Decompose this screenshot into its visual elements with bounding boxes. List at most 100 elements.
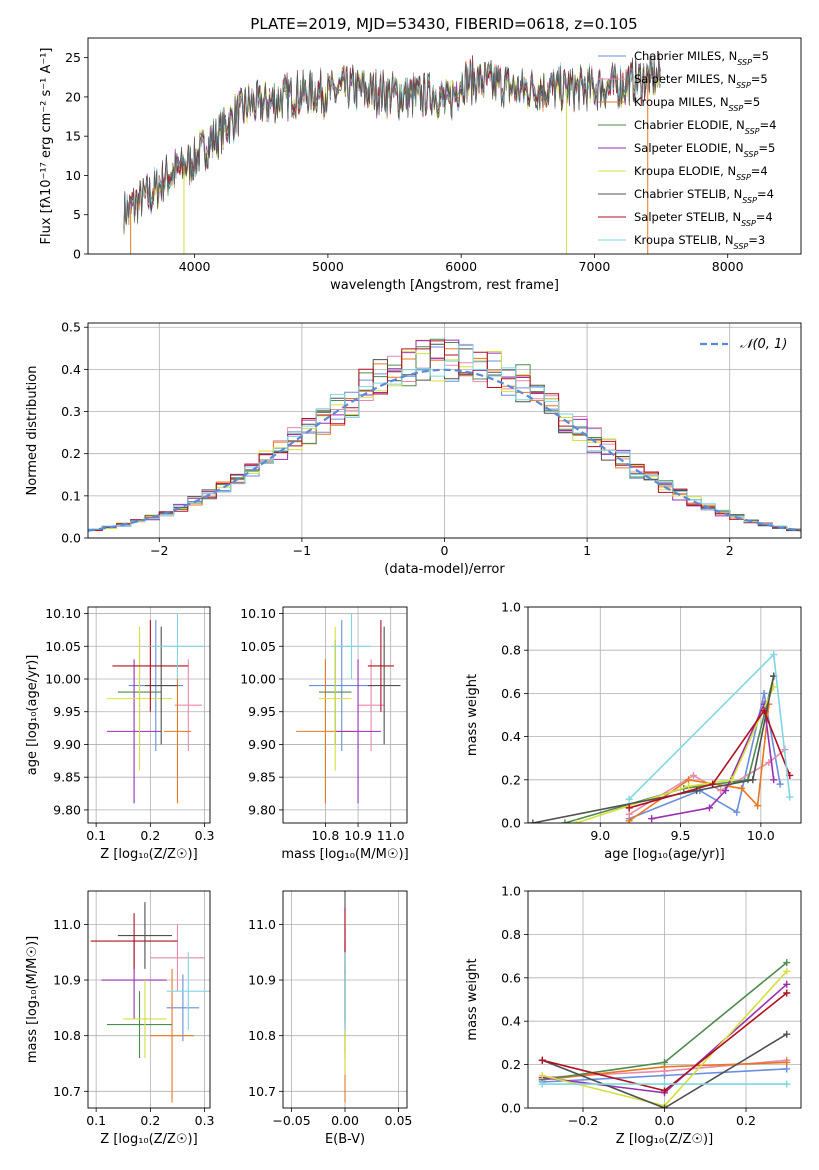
y-tick-label: 9.85 [53, 770, 81, 785]
x-axis-label: Z [log₁₀(Z/Z☉)] [616, 1132, 713, 1147]
x-tick-label: 0.2 [736, 1113, 756, 1128]
series-point [722, 787, 730, 795]
series-point [783, 989, 791, 997]
axes-weight_vs_Z: −0.2 0.0 0.2 0.0 0.2 0.4 0.6 0.8 1.0 Z [log₁₀(Z/Z… [465, 884, 802, 1147]
x-tick-label: 2 [726, 543, 734, 558]
x-axis-label: wavelength [Angstrom, rest frame] [330, 278, 559, 293]
series-point [625, 804, 633, 812]
axes-frame [87, 322, 802, 539]
x-tick-label: 9.5 [671, 828, 691, 843]
y-tick-label: 0.2 [501, 1057, 521, 1072]
y-tick-label: 5 [73, 207, 81, 222]
axes-frame [87, 606, 211, 824]
y-axis-label: Normed distribution [25, 366, 40, 496]
y-tick-label: 0.8 [501, 927, 521, 942]
x-tick-label: −0.05 [272, 1113, 310, 1128]
y-tick-label: 10.00 [45, 672, 81, 687]
series-point [770, 776, 778, 784]
x-tick-label: 11.0 [377, 828, 405, 843]
series-point [783, 1065, 791, 1073]
x-tick-label: 10.9 [344, 828, 372, 843]
plot-area [88, 338, 801, 533]
axes-mass_vs_Z: 0.1 0.2 0.3 10.7 10.8 10.9 11.0 Z [log₁₀(Z/Z☉)]… [25, 890, 215, 1147]
x-axis-label: Z [log₁₀(Z/Z☉)] [100, 847, 197, 862]
y-tick-label: 10.7 [248, 1084, 276, 1099]
axes-frame [527, 606, 802, 824]
series-point [760, 707, 768, 715]
x-axis-label: age [log₁₀(age/yr)] [604, 847, 725, 862]
legend-label: Chabrier STELIB, NSSP=4 [634, 187, 774, 205]
y-tick-label: 9.85 [248, 770, 276, 785]
y-tick-label: 10.8 [248, 1028, 276, 1043]
legend-label: 𝒩(0, 1) [740, 337, 787, 352]
series-point [783, 967, 791, 975]
series-point [661, 1080, 668, 1088]
series-point [783, 1058, 791, 1066]
plot-area [529, 651, 794, 823]
y-tick-label: 10.7 [53, 1084, 81, 1099]
y-tick-label: 0.1 [61, 488, 81, 503]
y-tick-label: 10.10 [240, 606, 276, 621]
x-tick-label: 0.1 [86, 828, 106, 843]
y-tick-label: 11.0 [53, 917, 81, 932]
y-tick-label: 0.6 [501, 686, 521, 701]
series-line [532, 675, 775, 823]
axes-weight_vs_age: 9.0 9.5 10.0 0.0 0.2 0.4 0.6 0.8 1.0 age [log₁₀(a… [465, 600, 802, 862]
plot-area [90, 902, 210, 1103]
y-tick-label: 10 [65, 168, 81, 183]
series-point [529, 819, 537, 823]
legend-label: Kroupa MILES, NSSP=5 [634, 95, 760, 113]
y-tick-label: 11.0 [248, 917, 276, 932]
y-tick-label: 10.10 [45, 606, 81, 621]
series-point [754, 802, 762, 810]
y-tick-label: 15 [65, 129, 81, 144]
x-tick-label: 9.0 [590, 828, 610, 843]
y-tick-label: 0.2 [501, 772, 521, 787]
y-tick-label: 10.8 [53, 1028, 81, 1043]
series-point [749, 776, 757, 784]
y-tick-label: 10.05 [240, 639, 276, 654]
series-point [661, 1104, 668, 1108]
series-line [628, 709, 791, 809]
y-axis-label: age [log₁₀(age/yr)] [25, 655, 40, 776]
y-tick-label: 9.90 [53, 737, 81, 752]
series-point [625, 817, 633, 823]
series-point [728, 776, 736, 784]
series-point [786, 793, 794, 801]
series-point [776, 780, 784, 788]
x-axis-label: Z [log₁₀(Z/Z☉)] [100, 1132, 197, 1147]
x-tick-label: 8000 [712, 259, 744, 274]
series-point [760, 689, 768, 697]
x-tick-label: 6000 [445, 259, 477, 274]
legend-label: Kroupa ELODIE, NSSP=4 [634, 164, 768, 182]
series-point [572, 819, 580, 823]
x-tick-label: 0 [441, 543, 449, 558]
legend-label: Salpeter MILES, NSSP=5 [634, 72, 768, 90]
y-tick-label: 0.0 [501, 816, 521, 831]
x-tick-label: −0.2 [568, 1113, 598, 1128]
y-tick-label: 9.95 [248, 704, 276, 719]
y-tick-label: 10.9 [53, 973, 81, 988]
y-tick-label: 25 [65, 50, 81, 65]
series-point [538, 1071, 546, 1079]
x-tick-label: 10.8 [311, 828, 339, 843]
y-tick-label: 0.6 [501, 970, 521, 985]
legend-label: Kroupa STELIB, NSSP=3 [634, 233, 765, 251]
y-tick-label: 9.90 [248, 737, 276, 752]
legend: Chabrier MILES, NSSP=5 Salpeter MILES, NS… [598, 49, 776, 251]
x-tick-label: 5000 [312, 259, 344, 274]
series-point [625, 795, 633, 803]
axes-frame [282, 890, 408, 1109]
x-tick-label: 0.2 [140, 828, 160, 843]
y-axis-label: Flux [fλ10⁻¹⁷ erg cm⁻² s⁻¹ A⁻¹] [39, 48, 54, 245]
series-line [564, 675, 775, 823]
x-tick-label: 4000 [179, 259, 211, 274]
series-point [538, 1080, 546, 1088]
y-tick-label: 0.4 [61, 362, 81, 377]
series-point [709, 780, 717, 788]
y-axis-label: mass [log₁₀(M/M☉)] [25, 936, 40, 1063]
x-tick-label: 0.00 [331, 1113, 359, 1128]
axes-frame [87, 37, 802, 255]
y-tick-label: 10.05 [45, 639, 81, 654]
axes-frame [527, 890, 802, 1109]
